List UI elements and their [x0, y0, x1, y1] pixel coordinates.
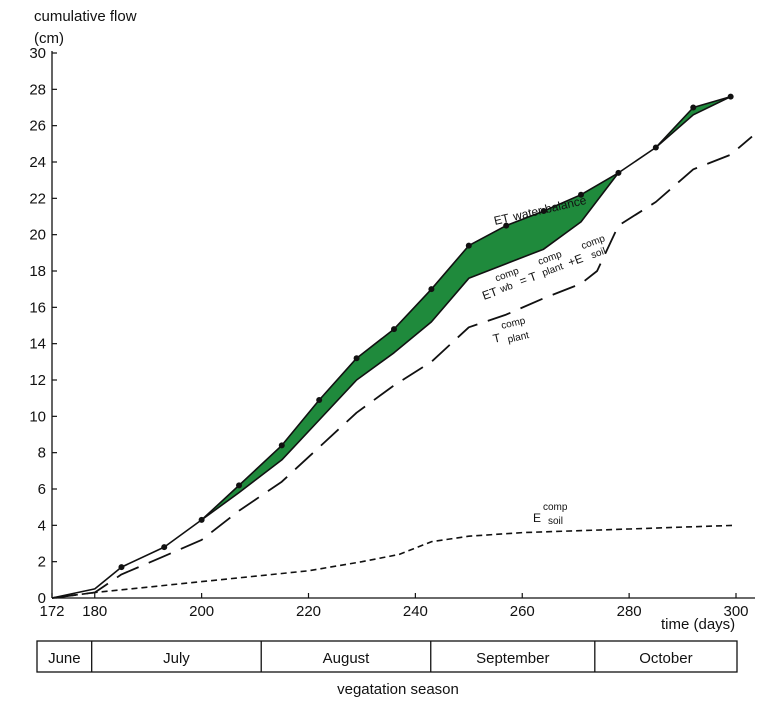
annotation-e-comp-sub: soil: [548, 516, 563, 527]
et-wb-marker: [465, 242, 472, 249]
x-tick-label: 240: [403, 603, 428, 620]
season-label: vegatation season: [337, 681, 459, 698]
series-et-comp: [201, 172, 620, 521]
y-axis-label-line2: (cm): [34, 30, 64, 47]
x-tick-label: 300: [723, 603, 748, 620]
et-fill-upper: [655, 96, 731, 148]
series-e-comp-soil: [51, 524, 737, 599]
annotation-et-comp-e-sub: soil: [590, 246, 608, 261]
month-strip-frame: [36, 640, 738, 673]
y-axis-label-line1: cumulative flow: [34, 8, 137, 25]
annotation-et-wb-main: ET: [493, 211, 512, 228]
et-wb-marker: [198, 516, 205, 523]
et-wb-marker: [615, 169, 622, 176]
x-tick-label: 200: [189, 603, 214, 620]
annotation-et-comp-et-sub: wb: [498, 281, 515, 296]
et-wb-marker: [503, 222, 510, 229]
annotation-t-comp-main: T: [492, 330, 503, 345]
et-wb-marker: [578, 191, 585, 198]
et-wb-marker: [316, 396, 323, 403]
month-label: July: [163, 650, 190, 667]
et-wb-marker: [161, 544, 168, 551]
y-tick-label: 4: [38, 517, 46, 534]
et-wb-marker: [428, 286, 435, 293]
y-tick-label: 22: [29, 190, 46, 207]
x-axis-label: time (days): [661, 616, 735, 633]
et-fill-main: [201, 172, 619, 520]
y-tick-label: 6: [38, 481, 46, 498]
et-wb-marker: [540, 208, 547, 215]
x-tick-label: 260: [510, 603, 535, 620]
et-wb-marker: [118, 564, 125, 571]
y-tick-label: 26: [29, 118, 46, 135]
x-tick-label: 220: [296, 603, 321, 620]
annotation-et-comp-plus: +E: [566, 251, 585, 269]
y-tick-label: 16: [29, 299, 46, 316]
y-tick-label: 18: [29, 263, 46, 280]
month-label: June: [48, 650, 81, 667]
month-strip: June July August September October: [36, 640, 738, 673]
y-tick-label: 20: [29, 227, 46, 244]
et-difference-fill: [201, 96, 731, 520]
annotation-e-comp: E comp soil: [533, 502, 568, 527]
et-wb-marker: [391, 326, 397, 333]
y-tick-label: 24: [29, 154, 46, 171]
x-tick-label: 280: [617, 603, 642, 620]
y-tick-label: 2: [38, 554, 46, 571]
annotation-et-comp-et: ET: [480, 284, 500, 303]
series-lines: [51, 95, 753, 599]
et-wb-marker: [278, 442, 285, 449]
x-tick-label: 180: [82, 603, 107, 620]
annotation-e-comp-sup: comp: [543, 502, 568, 513]
et-wb-marker: [353, 355, 360, 362]
month-label: August: [323, 650, 371, 667]
y-tick-label: 0: [38, 590, 46, 607]
annotation-t-comp-sup: comp: [500, 315, 527, 331]
y-tick-label: 10: [29, 408, 46, 425]
et-water-balance-markers: [118, 93, 734, 571]
annotation-t-comp-sub: plant: [507, 330, 531, 346]
et-wb-marker: [727, 93, 734, 100]
annotation-e-comp-main: E: [533, 511, 541, 525]
month-label: October: [639, 650, 692, 667]
month-label: September: [476, 650, 549, 667]
et-wb-marker: [236, 482, 243, 489]
y-tick-label: 28: [29, 81, 46, 98]
y-tick-label: 8: [38, 445, 46, 462]
x-tick-label: 172: [39, 603, 64, 620]
series-et-comp-upper: [655, 95, 732, 149]
annotation-t-comp: T comp plant: [492, 315, 531, 346]
et-wb-marker: [652, 144, 659, 151]
et-wb-marker: [690, 104, 697, 111]
y-tick-label: 12: [29, 372, 46, 389]
x-axis-ticks: 172 180 200 220 240 260 280 300: [39, 593, 749, 620]
annotation-et-comp-eq: = T: [517, 269, 539, 288]
y-tick-label: 14: [29, 336, 46, 353]
y-tick-label: 30: [29, 45, 46, 62]
